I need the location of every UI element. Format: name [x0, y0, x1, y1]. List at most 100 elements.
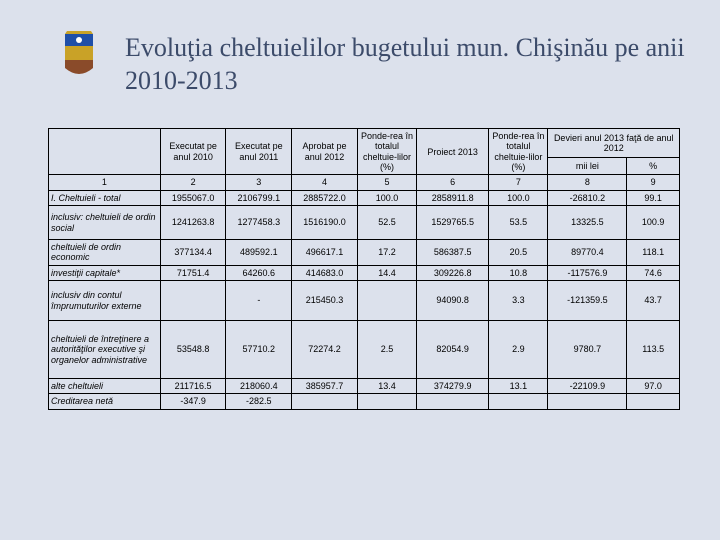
cell: 13.1 [489, 379, 548, 394]
coln-3: 3 [226, 175, 292, 190]
cell: 53548.8 [160, 321, 226, 379]
col-header-exec2010: Executat pe anul 2010 [160, 129, 226, 175]
cell: 377134.4 [160, 240, 226, 266]
cell: 43.7 [627, 281, 680, 321]
col-header-devieri: Devieri anul 2013 faţă de anul 2012 [548, 129, 680, 158]
row-label: Creditarea netă [49, 394, 161, 409]
budget-table: Executat pe anul 2010 Executat pe anul 2… [48, 128, 680, 410]
cell: 64260.6 [226, 265, 292, 280]
col-header-blank [49, 129, 161, 175]
table-row: inclusiv: cheltuieli de ordin social 124… [49, 206, 680, 240]
table-row: I. Cheltuieli - total 1955067.0 2106799.… [49, 190, 680, 205]
col-header-miilei: mii lei [548, 158, 627, 175]
cell: 211716.5 [160, 379, 226, 394]
row-label: cheltuieli de întreţinere a autorităţilo… [49, 321, 161, 379]
cell: -117576.9 [548, 265, 627, 280]
cell: 1529765.5 [417, 206, 489, 240]
cell [627, 394, 680, 409]
cell: 2885722.0 [292, 190, 358, 205]
cell: 2.9 [489, 321, 548, 379]
row-label: I. Cheltuieli - total [49, 190, 161, 205]
cell: 1241263.8 [160, 206, 226, 240]
cell: 20.5 [489, 240, 548, 266]
cell: 113.5 [627, 321, 680, 379]
cell: 309226.8 [417, 265, 489, 280]
cell: 218060.4 [226, 379, 292, 394]
row-label: inclusiv: cheltuieli de ordin social [49, 206, 161, 240]
cell [357, 394, 416, 409]
col-header-ponderea2: Ponde-rea în totalul cheltuie-lilor (%) [489, 129, 548, 175]
cell: 385957.7 [292, 379, 358, 394]
coln-7: 7 [489, 175, 548, 190]
cell: 100.0 [357, 190, 416, 205]
coln-1: 1 [49, 175, 161, 190]
cell: 1516190.0 [292, 206, 358, 240]
cell: 71751.4 [160, 265, 226, 280]
cell: 586387.5 [417, 240, 489, 266]
cell: -26810.2 [548, 190, 627, 205]
cell: -121359.5 [548, 281, 627, 321]
row-label: inclusiv din contul împrumuturilor exter… [49, 281, 161, 321]
cell: 14.4 [357, 265, 416, 280]
table-row: investiţii capitale* 71751.4 64260.6 414… [49, 265, 680, 280]
row-label: investiţii capitale* [49, 265, 161, 280]
coln-6: 6 [417, 175, 489, 190]
cell: 99.1 [627, 190, 680, 205]
cell: 52.5 [357, 206, 416, 240]
budget-table-container: Executat pe anul 2010 Executat pe anul 2… [48, 128, 680, 410]
table-row: cheltuieli de întreţinere a autorităţilo… [49, 321, 680, 379]
cell: 74.6 [627, 265, 680, 280]
table-row: cheltuieli de ordin economic 377134.4 48… [49, 240, 680, 266]
col-header-pct: % [627, 158, 680, 175]
page-title: Evoluţia cheltuielilor bugetului mun. Ch… [125, 32, 685, 97]
cell: 13325.5 [548, 206, 627, 240]
col-header-exec2011: Executat pe anul 2011 [226, 129, 292, 175]
cell: 374279.9 [417, 379, 489, 394]
cell: 2106799.1 [226, 190, 292, 205]
cell: 118.1 [627, 240, 680, 266]
cell: 1277458.3 [226, 206, 292, 240]
cell: 57710.2 [226, 321, 292, 379]
row-label: cheltuieli de ordin economic [49, 240, 161, 266]
cell: 215450.3 [292, 281, 358, 321]
col-header-ponderea1: Ponde-rea în totalul cheltuie-lilor (%) [357, 129, 416, 175]
table-row: inclusiv din contul împrumuturilor exter… [49, 281, 680, 321]
coln-2: 2 [160, 175, 226, 190]
cell: 94090.8 [417, 281, 489, 321]
cell: 97.0 [627, 379, 680, 394]
cell: 496617.1 [292, 240, 358, 266]
cell: -347.9 [160, 394, 226, 409]
cell [357, 281, 416, 321]
cell: 13.4 [357, 379, 416, 394]
header-row-1: Executat pe anul 2010 Executat pe anul 2… [49, 129, 680, 158]
col-number-row: 1 2 3 4 5 6 7 8 9 [49, 175, 680, 190]
cell: 489592.1 [226, 240, 292, 266]
cell [160, 281, 226, 321]
cell: 10.8 [489, 265, 548, 280]
cell [548, 394, 627, 409]
coln-9: 9 [627, 175, 680, 190]
col-header-aprob2012: Aprobat pe anul 2012 [292, 129, 358, 175]
cell: 89770.4 [548, 240, 627, 266]
cell: 9780.7 [548, 321, 627, 379]
table-row: Creditarea netă -347.9 -282.5 [49, 394, 680, 409]
cell: - [226, 281, 292, 321]
cell: 2858911.8 [417, 190, 489, 205]
cell: 2.5 [357, 321, 416, 379]
cell: 100.9 [627, 206, 680, 240]
col-header-proiect2013: Proiect 2013 [417, 129, 489, 175]
cell: 72274.2 [292, 321, 358, 379]
cell: 1955067.0 [160, 190, 226, 205]
cell [417, 394, 489, 409]
coln-8: 8 [548, 175, 627, 190]
table-row: alte cheltuieli 211716.5 218060.4 385957… [49, 379, 680, 394]
cell: -22109.9 [548, 379, 627, 394]
coln-5: 5 [357, 175, 416, 190]
cell: 3.3 [489, 281, 548, 321]
cell: 53.5 [489, 206, 548, 240]
cell: 82054.9 [417, 321, 489, 379]
row-label: alte cheltuieli [49, 379, 161, 394]
coln-4: 4 [292, 175, 358, 190]
cell: 17.2 [357, 240, 416, 266]
cell: 100.0 [489, 190, 548, 205]
